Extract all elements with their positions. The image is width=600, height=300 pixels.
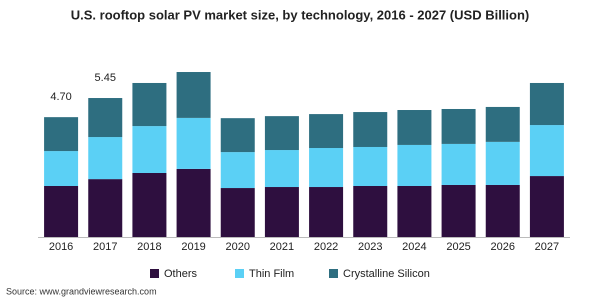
bar-segment [176, 117, 211, 169]
bar-segment [44, 186, 79, 237]
bar-segment [529, 176, 564, 237]
total-label: 5.45 [95, 72, 116, 84]
x-tick-label: 2017 [93, 241, 117, 253]
bar-segment [309, 114, 344, 149]
x-tick-label: 2027 [535, 241, 559, 253]
x-tick-label: 2024 [402, 241, 426, 253]
legend-swatch [235, 269, 244, 278]
bar-segment [485, 106, 520, 142]
source: Source: www.grandviewresearch.com [6, 286, 157, 296]
bar-segment [264, 187, 299, 237]
bar-segment [264, 150, 299, 188]
bar-segment [88, 137, 123, 180]
bar-segment [132, 126, 167, 173]
bar-segment [264, 116, 299, 151]
bar-segment [485, 184, 520, 237]
legend-swatch [329, 269, 338, 278]
bar-segment [176, 72, 211, 118]
bar-segment [132, 82, 167, 127]
bar-segment [353, 186, 388, 237]
bar-segment [353, 146, 388, 186]
bar-segment [176, 168, 211, 237]
bar-segment [529, 125, 564, 177]
bar-segment [132, 172, 167, 237]
bar-segment [441, 143, 476, 185]
bar-segment [44, 151, 79, 186]
legend-label: Others [164, 268, 198, 280]
chart-title: U.S. rooftop solar PV market size, by te… [71, 7, 530, 22]
bar-segment [397, 144, 432, 186]
bar-segment [485, 141, 520, 185]
bar-segment [88, 98, 123, 138]
bar-segment [397, 186, 432, 237]
x-tick-label: 2020 [226, 241, 250, 253]
x-tick-label: 2016 [49, 241, 73, 253]
bar-segment [441, 108, 476, 144]
bar-segment [44, 117, 79, 152]
bar-segment [309, 148, 344, 188]
x-tick-label: 2026 [491, 241, 515, 253]
legend-swatch [150, 269, 159, 278]
bar-segment [353, 112, 388, 147]
bar-segment [220, 118, 255, 153]
bar-segment [220, 152, 255, 189]
legend-label: Thin Film [249, 268, 294, 280]
x-tick-label: 2021 [270, 241, 294, 253]
x-tick-label: 2023 [358, 241, 382, 253]
total-label: 4.70 [50, 91, 71, 103]
bar-segment [441, 184, 476, 237]
x-tick-label: 2019 [181, 241, 205, 253]
x-tick-label: 2025 [446, 241, 470, 253]
legend-label: Crystalline Silicon [343, 268, 430, 280]
bar-segment [529, 82, 564, 126]
x-tick-label: 2018 [137, 241, 161, 253]
bar-segment [88, 179, 123, 237]
bar-segment [220, 188, 255, 237]
bar-segment [397, 110, 432, 145]
bar-segment [309, 187, 344, 237]
x-tick-label: 2022 [314, 241, 338, 253]
